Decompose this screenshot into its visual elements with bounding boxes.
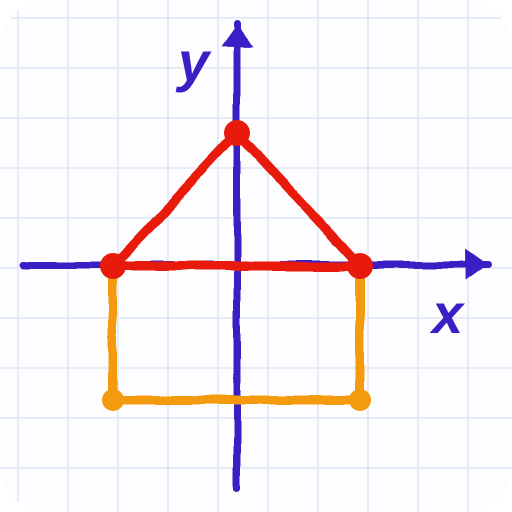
x-axis-label: x <box>432 286 463 342</box>
triangle-vertex-dot <box>100 253 126 279</box>
rectangle-vertex-dot <box>349 389 371 411</box>
diagram-canvas: y x <box>0 0 512 512</box>
grid <box>0 0 512 512</box>
rectangle-vertex-dot <box>102 389 124 411</box>
triangle-vertex-dot <box>224 120 250 146</box>
coordinate-plane-svg <box>0 0 512 512</box>
y-axis-label: y <box>178 34 209 90</box>
triangle-vertex-dot <box>347 253 373 279</box>
